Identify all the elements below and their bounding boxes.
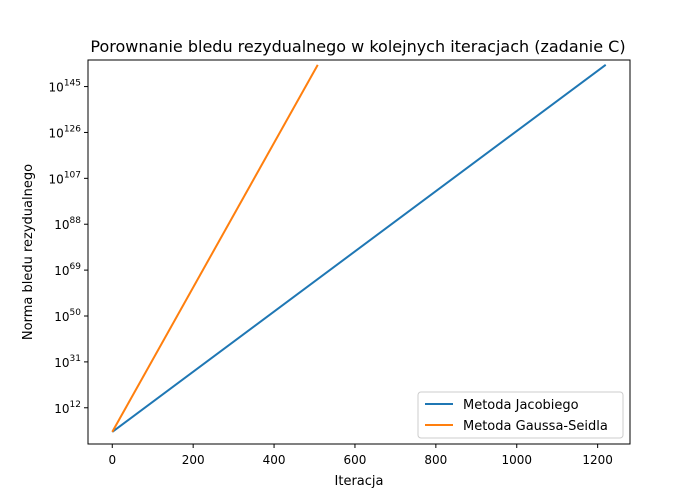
x-tick-label: 1200 — [582, 453, 613, 467]
x-axis-label: Iteracja — [335, 474, 384, 489]
y-tick-label: 10126 — [49, 124, 82, 140]
y-tick-label: 1088 — [54, 216, 81, 232]
series-layer — [111, 64, 607, 433]
legend: Metoda Jacobiego Metoda Gaussa-Seidla — [417, 391, 624, 439]
x-tick-label: 0 — [108, 453, 116, 467]
y-tick-label: 1069 — [54, 262, 81, 278]
legend-label-gauss-seidel: Metoda Gaussa-Seidla — [463, 419, 608, 434]
series-line-1 — [111, 64, 319, 433]
y-tick-label: 1031 — [54, 354, 81, 370]
y-tick-label: 10107 — [49, 170, 81, 186]
legend-label-jacobi: Metoda Jacobiego — [463, 398, 579, 413]
x-tick-label: 600 — [344, 453, 367, 467]
y-tick-label: 1012 — [54, 400, 81, 416]
x-tick-label: 800 — [424, 453, 447, 467]
legend-frame — [417, 391, 624, 439]
y-axis-label: Norma bledu rezydualnego — [21, 164, 36, 340]
x-tick-label: 1000 — [501, 453, 532, 467]
y-axis-ticks: 1012 1031 1050 1069 1088 10107 10126 10145 — [49, 79, 88, 416]
x-axis-ticks: 0 200 400 600 800 1000 1200 — [108, 444, 613, 467]
plot-frame — [87, 59, 631, 445]
x-tick-label: 200 — [182, 453, 205, 467]
y-tick-label: 10145 — [49, 79, 81, 95]
y-tick-label: 1050 — [54, 308, 81, 324]
x-tick-label: 400 — [263, 453, 286, 467]
chart-title: Porownanie bledu rezydualnego w kolejnyc… — [90, 37, 625, 56]
series-line-0 — [111, 64, 607, 433]
